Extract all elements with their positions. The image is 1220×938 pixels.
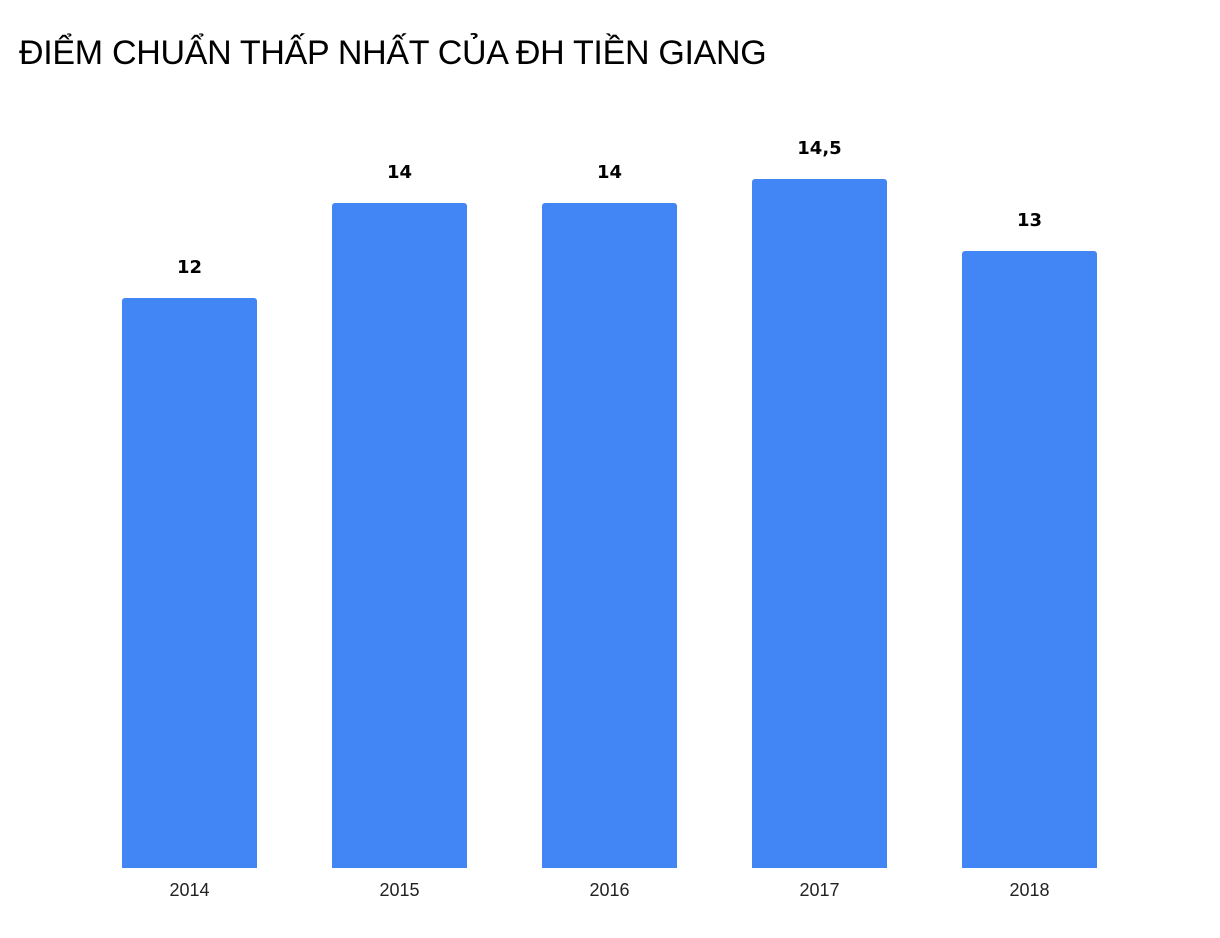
x-axis-label-2014: 2014 xyxy=(169,880,210,900)
bar-2015 xyxy=(332,203,467,868)
x-axis-label-2016: 2016 xyxy=(589,880,630,900)
data-label-2015: 14 xyxy=(386,162,413,183)
chart-title: ĐIỂM CHUẨN THẤP NHẤT CỦA ĐH TIỀN GIANG xyxy=(19,34,767,72)
x-axis-label-2017: 2017 xyxy=(799,880,840,900)
data-label-2016: 14 xyxy=(596,162,623,183)
bar-2016 xyxy=(542,203,677,868)
bar-2018 xyxy=(962,250,1097,868)
bar-2014 xyxy=(122,298,257,868)
data-label-2014: 12 xyxy=(176,257,203,278)
data-label-2018: 13 xyxy=(1016,209,1043,231)
bar-2017 xyxy=(752,179,887,868)
data-label-2017: 14,5 xyxy=(797,138,842,160)
x-axis-label-2018: 2018 xyxy=(1009,880,1050,900)
x-axis-label-2015: 2015 xyxy=(379,880,420,900)
